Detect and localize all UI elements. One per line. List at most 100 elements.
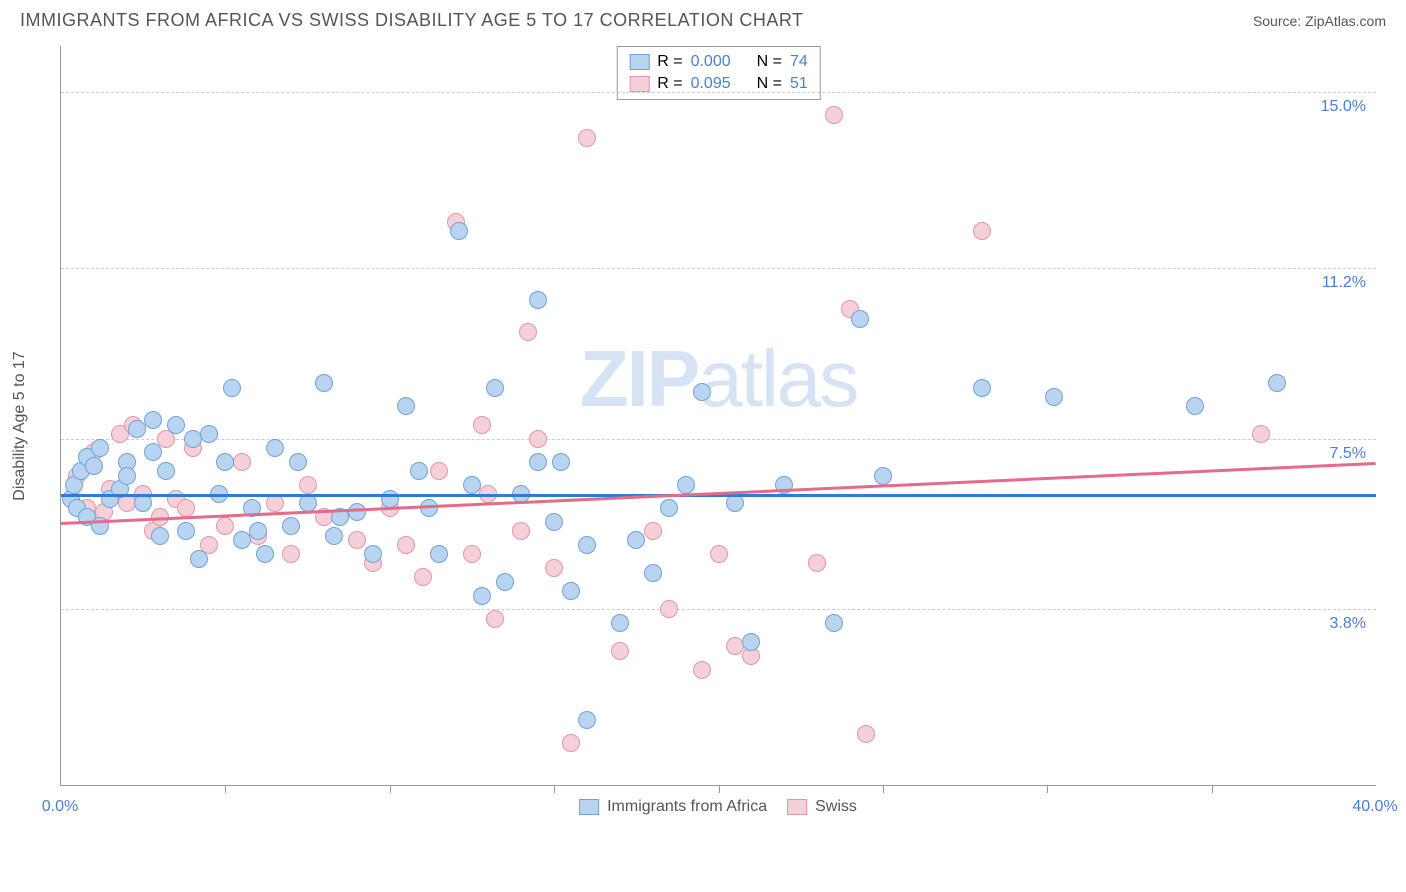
y-tick-label: 11.2% <box>1322 274 1366 292</box>
scatter-point-swiss <box>825 106 843 124</box>
n-label: N = <box>757 75 782 93</box>
scatter-point-africa <box>381 490 399 508</box>
scatter-point-africa <box>256 545 274 563</box>
gridline <box>61 268 1376 269</box>
n-value-africa: 74 <box>790 53 808 71</box>
y-tick-label: 15.0% <box>1321 98 1366 116</box>
x-tick <box>1047 785 1048 793</box>
scatter-point-africa <box>397 397 415 415</box>
scatter-point-africa <box>677 476 695 494</box>
x-tick <box>390 785 391 793</box>
scatter-point-africa <box>578 711 596 729</box>
scatter-point-swiss <box>430 462 448 480</box>
scatter-point-africa <box>216 453 234 471</box>
scatter-point-swiss <box>299 476 317 494</box>
y-tick-label: 3.8% <box>1330 615 1366 633</box>
scatter-point-africa <box>325 527 343 545</box>
scatter-point-africa <box>562 582 580 600</box>
scatter-point-swiss <box>660 600 678 618</box>
scatter-point-africa <box>463 476 481 494</box>
scatter-point-swiss <box>233 453 251 471</box>
x-tick <box>225 785 226 793</box>
scatter-point-swiss <box>973 222 991 240</box>
scatter-point-africa <box>742 633 760 651</box>
scatter-point-africa <box>693 383 711 401</box>
r-label: R = <box>657 53 682 71</box>
scatter-point-africa <box>144 443 162 461</box>
swatch-africa <box>629 54 649 70</box>
x-label-right: 40.0% <box>1352 798 1397 816</box>
scatter-point-swiss <box>177 499 195 517</box>
scatter-point-africa <box>430 545 448 563</box>
scatter-point-africa <box>249 522 267 540</box>
scatter-point-swiss <box>529 430 547 448</box>
scatter-point-africa <box>184 430 202 448</box>
scatter-point-swiss <box>857 725 875 743</box>
scatter-point-swiss <box>512 522 530 540</box>
scatter-point-africa <box>660 499 678 517</box>
swatch-swiss <box>787 799 807 815</box>
scatter-point-africa <box>282 517 300 535</box>
scatter-point-africa <box>552 453 570 471</box>
scatter-point-africa <box>151 527 169 545</box>
scatter-point-africa <box>85 457 103 475</box>
scatter-point-africa <box>177 522 195 540</box>
scatter-point-africa <box>874 467 892 485</box>
scatter-point-africa <box>644 564 662 582</box>
scatter-point-swiss <box>710 545 728 563</box>
scatter-point-swiss <box>644 522 662 540</box>
x-tick <box>554 785 555 793</box>
y-axis-label: Disability Age 5 to 17 <box>11 351 29 500</box>
scatter-point-africa <box>973 379 991 397</box>
scatter-point-swiss <box>693 661 711 679</box>
swatch-africa <box>579 799 599 815</box>
scatter-point-africa <box>91 439 109 457</box>
scatter-point-africa <box>157 462 175 480</box>
scatter-point-swiss <box>486 610 504 628</box>
scatter-point-africa <box>1045 388 1063 406</box>
scatter-point-africa <box>529 291 547 309</box>
n-value-swiss: 51 <box>790 75 808 93</box>
scatter-point-africa <box>200 425 218 443</box>
x-tick <box>883 785 884 793</box>
scatter-point-swiss <box>348 531 366 549</box>
scatter-point-africa <box>315 374 333 392</box>
scatter-point-africa <box>410 462 428 480</box>
x-tick <box>1212 785 1213 793</box>
scatter-point-africa <box>1186 397 1204 415</box>
scatter-point-swiss <box>282 545 300 563</box>
scatter-point-swiss <box>473 416 491 434</box>
plot-area: ZIPatlas R = 0.000 N = 74 R = 0.095 N = … <box>60 46 1376 786</box>
scatter-point-africa <box>266 439 284 457</box>
gridline <box>61 609 1376 610</box>
scatter-point-africa <box>190 550 208 568</box>
scatter-point-africa <box>128 420 146 438</box>
watermark: ZIPatlas <box>580 333 857 425</box>
scatter-point-africa <box>223 379 241 397</box>
scatter-point-swiss <box>519 323 537 341</box>
chart-container: Disability Age 5 to 17 ZIPatlas R = 0.00… <box>50 36 1386 816</box>
scatter-point-africa <box>529 453 547 471</box>
x-label-left: 0.0% <box>42 798 78 816</box>
scatter-point-africa <box>289 453 307 471</box>
scatter-point-swiss <box>726 637 744 655</box>
n-label: N = <box>757 53 782 71</box>
scatter-point-swiss <box>414 568 432 586</box>
x-tick <box>719 785 720 793</box>
scatter-point-africa <box>496 573 514 591</box>
chart-title: IMMIGRANTS FROM AFRICA VS SWISS DISABILI… <box>20 10 804 31</box>
gridline <box>61 92 1376 93</box>
swatch-swiss <box>629 76 649 92</box>
scatter-point-africa <box>486 379 504 397</box>
r-value-swiss: 0.095 <box>691 75 731 93</box>
scatter-point-africa <box>851 310 869 328</box>
scatter-point-africa <box>364 545 382 563</box>
series-label-swiss: Swiss <box>815 798 857 816</box>
chart-header: IMMIGRANTS FROM AFRICA VS SWISS DISABILI… <box>0 0 1406 36</box>
scatter-point-swiss <box>463 545 481 563</box>
series-legend: Immigrants from Africa Swiss <box>579 798 857 816</box>
scatter-point-swiss <box>808 554 826 572</box>
source-attribution: Source: ZipAtlas.com <box>1253 13 1386 29</box>
scatter-point-swiss <box>611 642 629 660</box>
scatter-point-swiss <box>397 536 415 554</box>
